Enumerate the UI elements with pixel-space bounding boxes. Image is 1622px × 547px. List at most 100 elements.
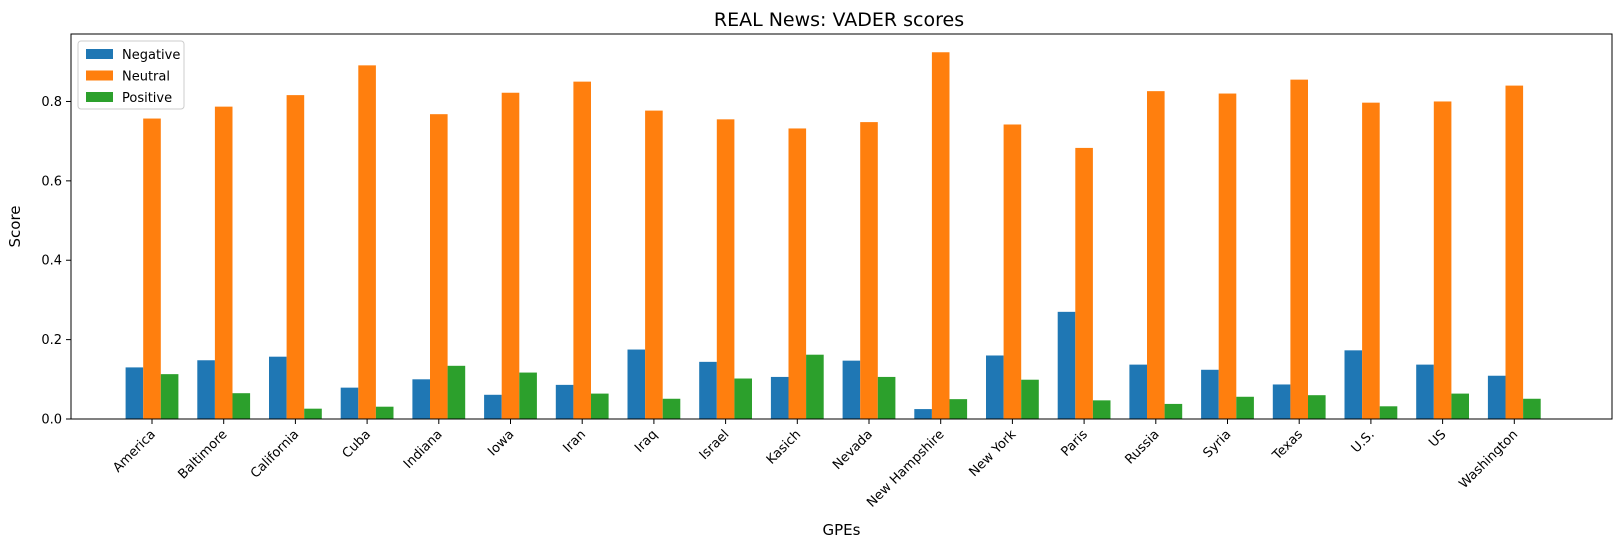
- bar-negative-0: [125, 367, 144, 419]
- x-tick-label: Texas: [1269, 427, 1306, 464]
- bar-positive-18: [1451, 393, 1469, 419]
- bar-negative-14: [1129, 364, 1147, 419]
- legend-label-negative: Negative: [122, 48, 180, 63]
- bar-neutral-7: [645, 110, 663, 419]
- x-tick-label: Iraq: [632, 427, 661, 456]
- x-tick-label: Cuba: [340, 427, 374, 461]
- bar-positive-7: [662, 398, 681, 419]
- x-tick-label: Iowa: [485, 427, 517, 459]
- bar-positive-15: [1236, 396, 1254, 419]
- bar-negative-2: [269, 356, 287, 419]
- bar-positive-13: [1092, 400, 1111, 419]
- legend-swatch-neutral: [86, 70, 113, 81]
- plot-frame: [70, 33, 1613, 420]
- bar-neutral-9: [788, 128, 807, 419]
- bar-neutral-15: [1218, 93, 1237, 419]
- bar-neutral-13: [1075, 147, 1093, 419]
- x-tick-label: Kasich: [764, 427, 804, 467]
- x-axis-ticks: America Baltimore California Cuba Indiana Iow…: [110, 419, 1521, 511]
- bar-negative-13: [1057, 311, 1076, 419]
- bar-negative-12: [986, 355, 1004, 419]
- legend-label-neutral: Neutral: [122, 70, 170, 85]
- bar-positive-3: [375, 406, 394, 419]
- chart-title: REAL News: VADER scores: [714, 9, 964, 31]
- x-tick-label: New Hampshire: [864, 427, 947, 510]
- bar-negative-5: [484, 394, 502, 419]
- bar-positive-16: [1308, 395, 1326, 419]
- x-axis-label: GPEs: [823, 521, 861, 539]
- bar-neutral-8: [716, 119, 735, 419]
- y-tick-label: 0.0: [41, 413, 62, 428]
- x-tick-label: U.S.: [1349, 427, 1378, 456]
- x-tick-label: Nevada: [830, 427, 876, 473]
- y-axis-ticks: 0.0 0.2 0.4 0.6 0.8: [41, 95, 71, 428]
- x-tick-label: America: [110, 427, 159, 476]
- bar-neutral-19: [1505, 85, 1524, 419]
- bar-negative-7: [627, 349, 646, 419]
- bar-positive-1: [232, 393, 251, 419]
- y-tick-label: 0.4: [41, 254, 62, 269]
- legend-swatch-positive: [86, 92, 113, 102]
- bar-positive-4: [447, 365, 466, 419]
- bar-negative-17: [1344, 350, 1363, 419]
- legend-label-positive: Positive: [122, 91, 172, 106]
- bar-neutral-14: [1147, 91, 1165, 420]
- bar-neutral-3: [358, 65, 376, 420]
- bar-positive-2: [304, 408, 322, 419]
- bar-negative-15: [1201, 369, 1219, 419]
- bar-negative-8: [699, 361, 717, 419]
- bar-neutral-6: [573, 81, 591, 419]
- bar-negative-11: [914, 409, 932, 419]
- x-tick-label: Washington: [1456, 427, 1521, 492]
- bar-negative-9: [770, 376, 789, 419]
- bar-negative-19: [1487, 375, 1506, 419]
- bar-neutral-17: [1362, 102, 1380, 419]
- bar-positive-9: [806, 354, 824, 419]
- x-tick-label: Paris: [1058, 427, 1091, 460]
- y-tick-label: 0.8: [41, 95, 62, 110]
- bar-positive-14: [1164, 403, 1183, 419]
- legend-swatch-negative: [86, 49, 113, 59]
- x-tick-label: Russia: [1122, 427, 1162, 467]
- x-tick-label: US: [1426, 427, 1449, 450]
- x-tick-label: Baltimore: [175, 427, 230, 482]
- bars-layer: [125, 52, 1541, 420]
- bar-neutral-0: [143, 118, 161, 419]
- x-tick-label: Iran: [560, 427, 589, 456]
- bar-negative-6: [555, 384, 574, 419]
- x-tick-label: Israel: [697, 427, 733, 463]
- x-tick-label: New York: [967, 427, 1020, 480]
- y-tick-label: 0.6: [41, 174, 62, 189]
- x-tick-label: California: [248, 427, 302, 481]
- bar-negative-10: [842, 360, 861, 419]
- bar-negative-18: [1416, 364, 1434, 419]
- bar-neutral-5: [501, 92, 520, 420]
- bar-negative-1: [197, 360, 215, 419]
- bar-positive-17: [1379, 406, 1398, 419]
- bar-neutral-12: [1003, 124, 1022, 420]
- bar-neutral-2: [286, 95, 305, 420]
- x-tick-label: Indiana: [401, 427, 446, 472]
- bar-positive-10: [877, 376, 896, 419]
- bar-negative-3: [340, 387, 359, 419]
- bar-neutral-11: [931, 52, 950, 419]
- bar-negative-4: [412, 379, 430, 419]
- bar-neutral-16: [1290, 79, 1308, 419]
- y-tick-label: 0.2: [41, 333, 62, 348]
- bar-negative-16: [1272, 384, 1291, 419]
- bar-neutral-4: [430, 114, 448, 420]
- x-tick-label: Syria: [1200, 427, 1234, 461]
- bar-positive-5: [519, 372, 537, 419]
- legend: Negative Neutral Positive: [77, 40, 185, 110]
- bar-positive-6: [591, 393, 609, 419]
- bar-positive-0: [160, 374, 179, 419]
- bar-positive-11: [949, 399, 968, 419]
- bar-neutral-1: [214, 106, 233, 419]
- y-axis-label: Score: [6, 205, 24, 247]
- bar-positive-8: [734, 378, 752, 419]
- bar-neutral-18: [1433, 101, 1452, 419]
- bar-neutral-10: [860, 122, 878, 420]
- bar-positive-12: [1021, 379, 1039, 419]
- bar-positive-19: [1523, 398, 1541, 419]
